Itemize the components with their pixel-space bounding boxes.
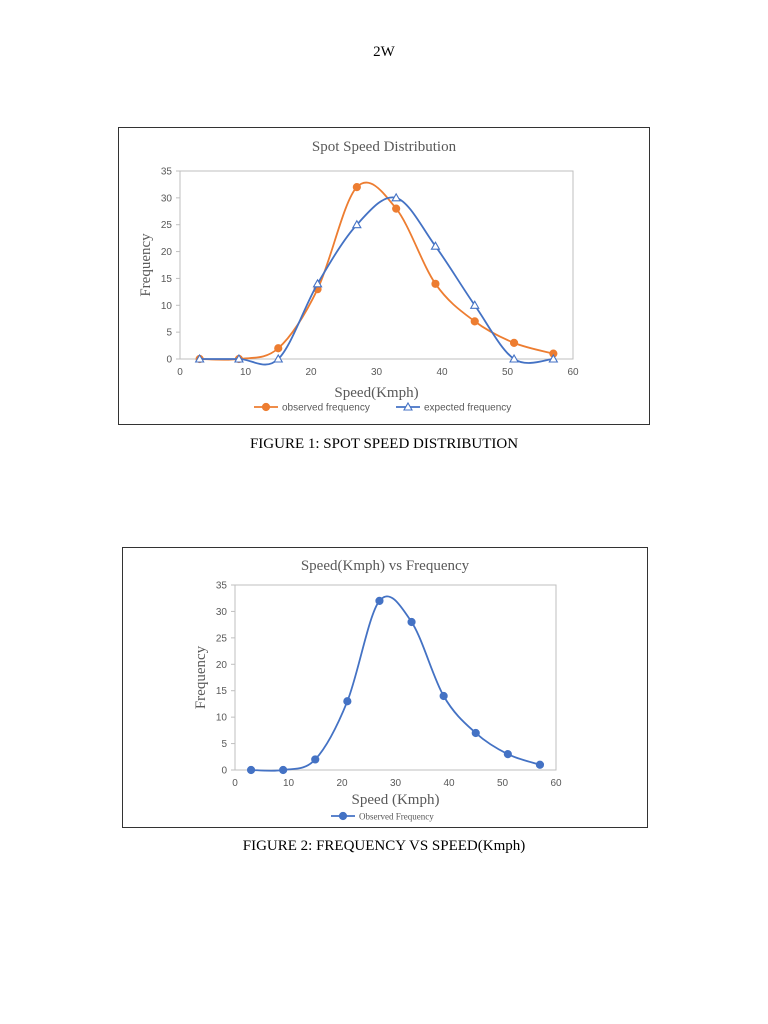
y-tick-label: 20 [161, 247, 173, 258]
figure1-caption: FIGURE 1: SPOT SPEED DISTRIBUTION [249, 436, 519, 452]
x-tick-label: 10 [283, 778, 295, 789]
y-tick-label: 35 [161, 167, 173, 178]
y-axis-label: Frequency [138, 233, 154, 297]
y-tick-label: 25 [216, 633, 228, 644]
y-tick-label: 15 [216, 686, 228, 697]
data-point [375, 596, 384, 605]
data-point [471, 728, 480, 738]
data-point [407, 617, 416, 627]
data-point [439, 691, 448, 701]
x-tick-label: 20 [336, 778, 348, 789]
page-header-label: 2W [373, 44, 395, 60]
data-point [503, 750, 512, 759]
data-point [469, 300, 480, 309]
y-tick-label: 30 [161, 193, 173, 204]
data-point [470, 317, 479, 326]
data-point [391, 192, 402, 202]
data-point [535, 760, 545, 769]
legend-label: observed frequency [282, 403, 370, 414]
x-tick-label: 30 [390, 778, 402, 789]
data-point [509, 338, 519, 347]
data-point [392, 204, 401, 213]
y-tick-label: 5 [166, 328, 172, 339]
series-1 [246, 595, 545, 775]
y-axis-label: Frequency [193, 645, 209, 709]
x-tick-label: 40 [436, 367, 448, 378]
y-tick-label: 0 [221, 766, 227, 777]
chart-title: Spot Speed Distribution [312, 139, 457, 155]
y-tick-label: 20 [216, 660, 228, 671]
series-line [199, 196, 554, 366]
x-tick-label: 0 [232, 778, 238, 789]
legend-marker [403, 401, 413, 411]
legend-label: Observed Frequency [359, 812, 434, 822]
legend-entry: observed frequency [254, 403, 370, 414]
series-line [199, 181, 554, 361]
data-point [312, 278, 323, 288]
data-point [430, 241, 441, 250]
chart-title: Speed(Kmph) vs Frequency [301, 558, 470, 574]
x-axis-label: Speed (Kmph) [352, 792, 440, 808]
legend-entry: expected frequency [396, 401, 511, 414]
legend-label: expected frequency [424, 403, 511, 414]
data-point [274, 344, 283, 353]
y-tick-label: 35 [216, 581, 228, 592]
chart2-svg: Speed(Kmph) vs Frequency 0 5 10 15 20 25 30 35 0 1… [193, 558, 562, 822]
x-tick-label: 60 [550, 778, 562, 789]
data-point [343, 697, 352, 706]
data-point [311, 755, 320, 764]
chart-spot-speed-distribution: Spot Speed Distribution 0 5 10 15 20 25 30 35 0 10… [118, 127, 650, 425]
series-1 [195, 181, 558, 364]
x-tick-label: 50 [502, 367, 514, 378]
figure2-caption: FIGURE 2: FREQUENCY VS SPEED(Kmph) [242, 838, 526, 854]
series-line [251, 595, 541, 772]
legend-marker [261, 402, 271, 412]
x-tick-label: 40 [443, 778, 455, 789]
y-tick-label: 30 [216, 607, 228, 618]
x-tick-label: 50 [497, 778, 509, 789]
legend-marker [338, 811, 348, 821]
data-point [273, 353, 284, 363]
data-point [548, 353, 559, 363]
y-tick-label: 15 [161, 274, 173, 285]
y-tick-label: 0 [166, 355, 172, 366]
chart-speed-vs-frequency: Speed(Kmph) vs Frequency 0 5 10 15 20 25 30 35 0 1… [122, 547, 648, 828]
data-point [509, 353, 519, 363]
series-2 [194, 192, 559, 366]
y-tick-label: 25 [161, 220, 173, 231]
data-point [351, 219, 362, 229]
x-tick-label: 10 [240, 367, 252, 378]
y-tick-label: 10 [161, 301, 173, 312]
data-point [246, 765, 256, 775]
x-axis-label: Speed(Kmph) [334, 385, 418, 401]
x-tick-label: 60 [567, 367, 579, 378]
y-tick-label: 10 [216, 713, 228, 724]
data-point [279, 765, 288, 775]
data-point [352, 183, 361, 192]
data-point [431, 279, 440, 288]
y-tick-label: 5 [221, 739, 227, 750]
data-point [194, 353, 205, 363]
x-tick-label: 0 [177, 367, 183, 378]
x-tick-label: 20 [305, 367, 317, 378]
plot-area [179, 170, 574, 360]
x-tick-label: 30 [371, 367, 383, 378]
plot-area [234, 584, 557, 771]
chart1-svg: Spot Speed Distribution 0 5 10 15 20 25 30 35 0 10… [138, 139, 579, 414]
data-point [234, 353, 244, 363]
legend-entry: Observed Frequency [331, 812, 434, 822]
